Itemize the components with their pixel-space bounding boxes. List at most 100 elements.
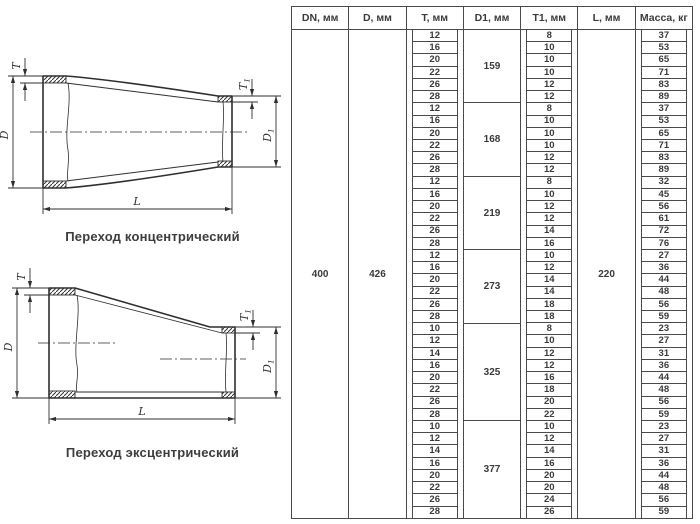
cell-t1: 20 xyxy=(527,482,572,495)
header-l: L, мм xyxy=(578,7,636,29)
cell-t1: 16 xyxy=(527,238,572,250)
cell-t: 16 xyxy=(412,458,457,470)
cell-t: 26 xyxy=(412,494,457,507)
cell-mass: 53 xyxy=(641,42,686,55)
cell-t: 20 xyxy=(412,470,457,483)
cell-t: 26 xyxy=(412,226,457,238)
cell-t: 22 xyxy=(412,140,457,153)
cell-t1: 12 xyxy=(527,164,572,177)
d1-group: 273 xyxy=(463,250,521,324)
cell-t1: 10 xyxy=(527,54,572,67)
cell-mass: 44 xyxy=(641,470,686,483)
cell-mass: 36 xyxy=(641,262,686,275)
reducer-drawings: D T T1 D1 L xyxy=(0,58,281,424)
hatch-section xyxy=(48,390,76,399)
cell-t1: 12 xyxy=(527,348,572,360)
cell-mass: 56 xyxy=(641,201,686,214)
hatch-section xyxy=(221,391,236,399)
cell-t1: 10 xyxy=(527,128,572,140)
cell-mass: 23 xyxy=(641,323,686,336)
cell-t1: 18 xyxy=(527,299,572,312)
d1-group: 168 xyxy=(463,103,521,177)
cell-mass: 71 xyxy=(641,67,686,79)
mass-stack: 37 53 65 71 83 89 37 53 65 71 83 89 32 45 56 61 72 76 27 36… xyxy=(640,30,687,518)
dim-label-l: L xyxy=(132,195,140,208)
dim-label-d1: D1 xyxy=(261,359,276,374)
col-l: 220 xyxy=(578,30,636,518)
dim-label-t: T xyxy=(15,272,28,281)
dimensions-table: DN, мм D, мм T, мм D1, мм T1, мм L, мм М… xyxy=(291,6,693,519)
cell-mass: 36 xyxy=(641,458,686,470)
cell-t: 20 xyxy=(412,274,457,287)
eccentric-reducer-figure: T D T1 D1 L xyxy=(2,268,281,424)
cell-t: 22 xyxy=(412,384,457,397)
cell-t1: 22 xyxy=(527,409,572,421)
cell-mass: 59 xyxy=(641,409,686,421)
cell-t1: 14 xyxy=(527,226,572,238)
cell-t: 20 xyxy=(412,372,457,385)
cell-t1: 12 xyxy=(527,433,572,446)
cell-t1: 12 xyxy=(527,201,572,214)
t-stack: 12 16 20 22 26 28 12 16 20 22 26 28 12 16 20 22 26 28 12 16… xyxy=(411,30,458,518)
cell-t: 20 xyxy=(412,54,457,67)
hatch-section xyxy=(48,287,76,296)
cell-t: 26 xyxy=(412,152,457,165)
col-dn: 400 xyxy=(292,30,350,518)
cell-t1: 10 xyxy=(527,335,572,348)
cell-mass: 48 xyxy=(641,482,686,495)
hatch-section xyxy=(42,75,67,84)
cell-t1: 14 xyxy=(527,274,572,287)
cell-t1: 10 xyxy=(527,67,572,79)
col-d-value: 426 xyxy=(369,268,386,280)
cell-t1: 20 xyxy=(527,470,572,483)
cell-t1: 26 xyxy=(543,506,555,518)
cell-mass: 27 xyxy=(641,335,686,348)
dim-label-t: T xyxy=(10,61,23,70)
cell-t1: 18 xyxy=(527,384,572,397)
cell-mass: 23 xyxy=(641,421,686,434)
cell-t: 16 xyxy=(412,360,457,373)
cell-mass: 59 xyxy=(658,506,670,518)
table-body: 400 426 12 16 20 22 26 28 12 16 20 22 26 28 12 16 20 22 26… xyxy=(292,30,692,518)
col-d: 426 xyxy=(349,30,407,518)
cell-t: 22 xyxy=(412,482,457,495)
cell-t: 12 xyxy=(412,433,457,446)
cell-mass: 44 xyxy=(641,274,686,287)
col-d1: 159 168 219 273 325 377 xyxy=(463,30,522,518)
cell-t: 28 xyxy=(412,311,457,324)
eccentric-caption: Переход эксцентрический xyxy=(65,445,240,460)
cell-mass: 56 xyxy=(641,494,686,507)
dim-label-d: D xyxy=(2,342,15,352)
cell-t1: 12 xyxy=(527,360,572,373)
cell-t: 20 xyxy=(412,128,457,140)
d1-group: 159 xyxy=(463,30,521,104)
cell-t: 20 xyxy=(412,201,457,214)
cell-t: 14 xyxy=(412,348,457,360)
concentric-caption: Переход концентрический xyxy=(65,229,240,244)
cell-t1: 10 xyxy=(527,421,572,434)
cell-t1: 12 xyxy=(527,91,572,104)
cell-t1: 8 xyxy=(527,30,572,43)
col-t1: 8 10 10 10 12 12 8 10 10 10 12 12 8 10 12 12 14 16 10 12 14 1… xyxy=(521,30,579,518)
cell-mass: 27 xyxy=(641,433,686,446)
header-d1: D1, мм xyxy=(464,7,522,29)
dim-label-d: D xyxy=(0,130,11,140)
cell-t: 10 xyxy=(412,323,457,336)
cell-mass: 32 xyxy=(641,177,686,189)
cell-t: 28 xyxy=(412,164,457,177)
d1-group: 219 xyxy=(463,177,521,251)
cell-t: 16 xyxy=(412,189,457,202)
cell-mass: 83 xyxy=(641,152,686,165)
cell-t: 16 xyxy=(412,116,457,128)
cell-mass: 89 xyxy=(641,91,686,104)
cell-mass: 36 xyxy=(641,360,686,373)
cell-mass: 48 xyxy=(641,384,686,397)
cell-t: 12 xyxy=(412,250,457,263)
cell-mass: 37 xyxy=(641,103,686,116)
col-mass: 37 53 65 71 83 89 37 53 65 71 83 89 32 45 56 61 72 76 27 36… xyxy=(636,30,692,518)
header-mass: Масса, кг xyxy=(639,12,688,24)
hatch-section xyxy=(217,95,233,103)
cell-mass: 71 xyxy=(641,140,686,153)
cell-t: 22 xyxy=(412,67,457,79)
cell-mass: 48 xyxy=(641,287,686,299)
